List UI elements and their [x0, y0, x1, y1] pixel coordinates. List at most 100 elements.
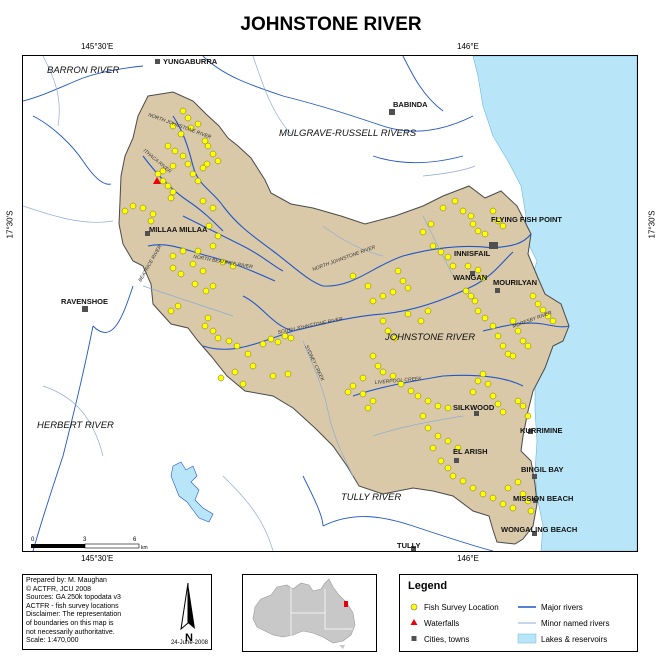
basin-label-mulgrave: MULGRAVE-RUSSELL RIVERS	[279, 128, 417, 139]
fish-survey-point	[359, 374, 367, 382]
fish-survey-point	[171, 147, 179, 155]
town-label-wangan: WANGAN	[453, 273, 487, 282]
fish-survey-point	[249, 362, 257, 370]
fish-survey-point	[434, 432, 442, 440]
fish-survey-point	[524, 412, 532, 420]
town-label-wongaling: WONGALING BEACH	[501, 525, 577, 534]
fish-survey-point	[164, 142, 172, 150]
fish-survey-point	[214, 157, 222, 165]
fish-survey-point	[219, 258, 227, 266]
waterfall-marker	[153, 177, 161, 184]
fish-survey-point	[169, 188, 177, 196]
fish-survey-point	[159, 177, 167, 185]
scale-unit: km	[141, 545, 148, 551]
fish-survey-point	[489, 207, 497, 215]
legend-title: Legend	[408, 580, 448, 592]
fish-survey-point	[467, 292, 475, 300]
tasmania-shape	[339, 645, 345, 649]
town-marker-mission	[533, 498, 538, 503]
fish-survey-point	[484, 380, 492, 388]
fish-survey-point	[364, 282, 372, 290]
beatrice-river-line	[147, 244, 276, 282]
fish-survey-point	[494, 400, 502, 408]
fish-survey-point	[444, 253, 452, 261]
fish-survey-point	[164, 182, 172, 190]
legend-label-major: Major rivers	[541, 603, 583, 612]
fish-survey-point	[169, 162, 177, 170]
fish-survey-point	[154, 170, 162, 178]
fish-survey-point	[174, 302, 182, 310]
fish-survey-point	[344, 388, 352, 396]
fish-survey-point	[439, 204, 447, 212]
fish-survey-point	[549, 317, 557, 325]
town-marker-mourilyan	[495, 288, 500, 293]
fish-survey-point	[434, 402, 442, 410]
fish-survey-point	[451, 197, 459, 205]
fish-survey-point	[494, 217, 502, 225]
fish-survey-point	[359, 390, 367, 398]
fish-survey-point	[169, 252, 177, 260]
fish-survey-point	[494, 332, 502, 340]
town-marker-ravenshoe	[82, 306, 88, 312]
fish-survey-point	[424, 307, 432, 315]
minor-river-in-2	[372, 415, 464, 437]
fish-survey-point	[509, 352, 517, 360]
moresby-river-line	[482, 322, 570, 332]
fish-survey-point	[459, 477, 467, 485]
fish-survey-point	[177, 130, 185, 138]
fish-survey-point	[469, 220, 477, 228]
fish-survey-point	[467, 212, 475, 220]
fish-survey-point	[209, 204, 217, 212]
fish-survey-point	[474, 266, 482, 274]
fish-survey-point	[374, 362, 382, 370]
fish-survey-point	[187, 124, 195, 132]
fish-survey-point	[204, 142, 212, 150]
town-marker-babinda	[389, 109, 395, 115]
barron-tributary	[32, 115, 112, 185]
locator-inset	[242, 574, 377, 652]
fish-survey-point	[199, 197, 207, 205]
fish-survey-point	[481, 230, 489, 238]
fish-survey-point	[384, 327, 392, 335]
fish-survey-point	[287, 334, 295, 342]
fish-survey-point	[201, 137, 209, 145]
town-label-flying-fish: FLYING FISH POINT	[491, 215, 562, 224]
town-marker-bingil	[532, 474, 537, 479]
fish-survey-point	[429, 444, 437, 452]
town-label-mourilyan: MOURILYAN	[493, 278, 537, 287]
fish-survey-point	[349, 382, 357, 390]
fish-survey-point	[499, 342, 507, 350]
fish-survey-point	[225, 337, 233, 345]
town-marker-tully	[411, 546, 416, 551]
tully-river	[322, 516, 494, 551]
fish-survey-point	[437, 248, 445, 256]
legend-label-fish: Fish Survey Location	[424, 603, 499, 612]
fish-survey-point	[179, 247, 187, 255]
map-frame: 0 3 6 km BARRON RIVER MULGRAVE-RUSSELL R…	[22, 55, 638, 552]
fish-survey-point	[209, 282, 217, 290]
barron-river	[23, 65, 144, 102]
fish-survey-point	[404, 310, 412, 318]
fish-survey-point	[121, 207, 129, 215]
map-canvas: 0 3 6 km BARRON RIVER MULGRAVE-RUSSELL R…	[23, 56, 637, 551]
fish-survey-point	[469, 388, 477, 396]
fish-survey-point	[509, 317, 517, 325]
tully-tributary	[302, 475, 324, 527]
fish-survey-point	[499, 408, 507, 416]
fish-survey-point	[529, 292, 537, 300]
fish-survey-point	[427, 220, 435, 228]
fish-survey-point	[194, 177, 202, 185]
town-label-silkwood: SILKWOOD	[453, 403, 495, 412]
graticule-label-bottom-right: 146°E	[457, 554, 479, 563]
minor-river-in-4	[322, 225, 384, 257]
australia-locator-map	[252, 578, 356, 649]
town-label-el-arish: EL ARISH	[453, 447, 488, 456]
town-marker-el-arish	[454, 458, 459, 463]
credit-line: Prepared by: M. Maughan	[26, 577, 107, 584]
johnstone-tributary	[242, 295, 294, 332]
fish-survey-point	[203, 160, 211, 168]
fish-survey-point	[199, 267, 207, 275]
north-johnstone-river-line	[172, 115, 532, 287]
fish-survey-point	[169, 264, 177, 272]
minor-river-south	[222, 475, 274, 551]
